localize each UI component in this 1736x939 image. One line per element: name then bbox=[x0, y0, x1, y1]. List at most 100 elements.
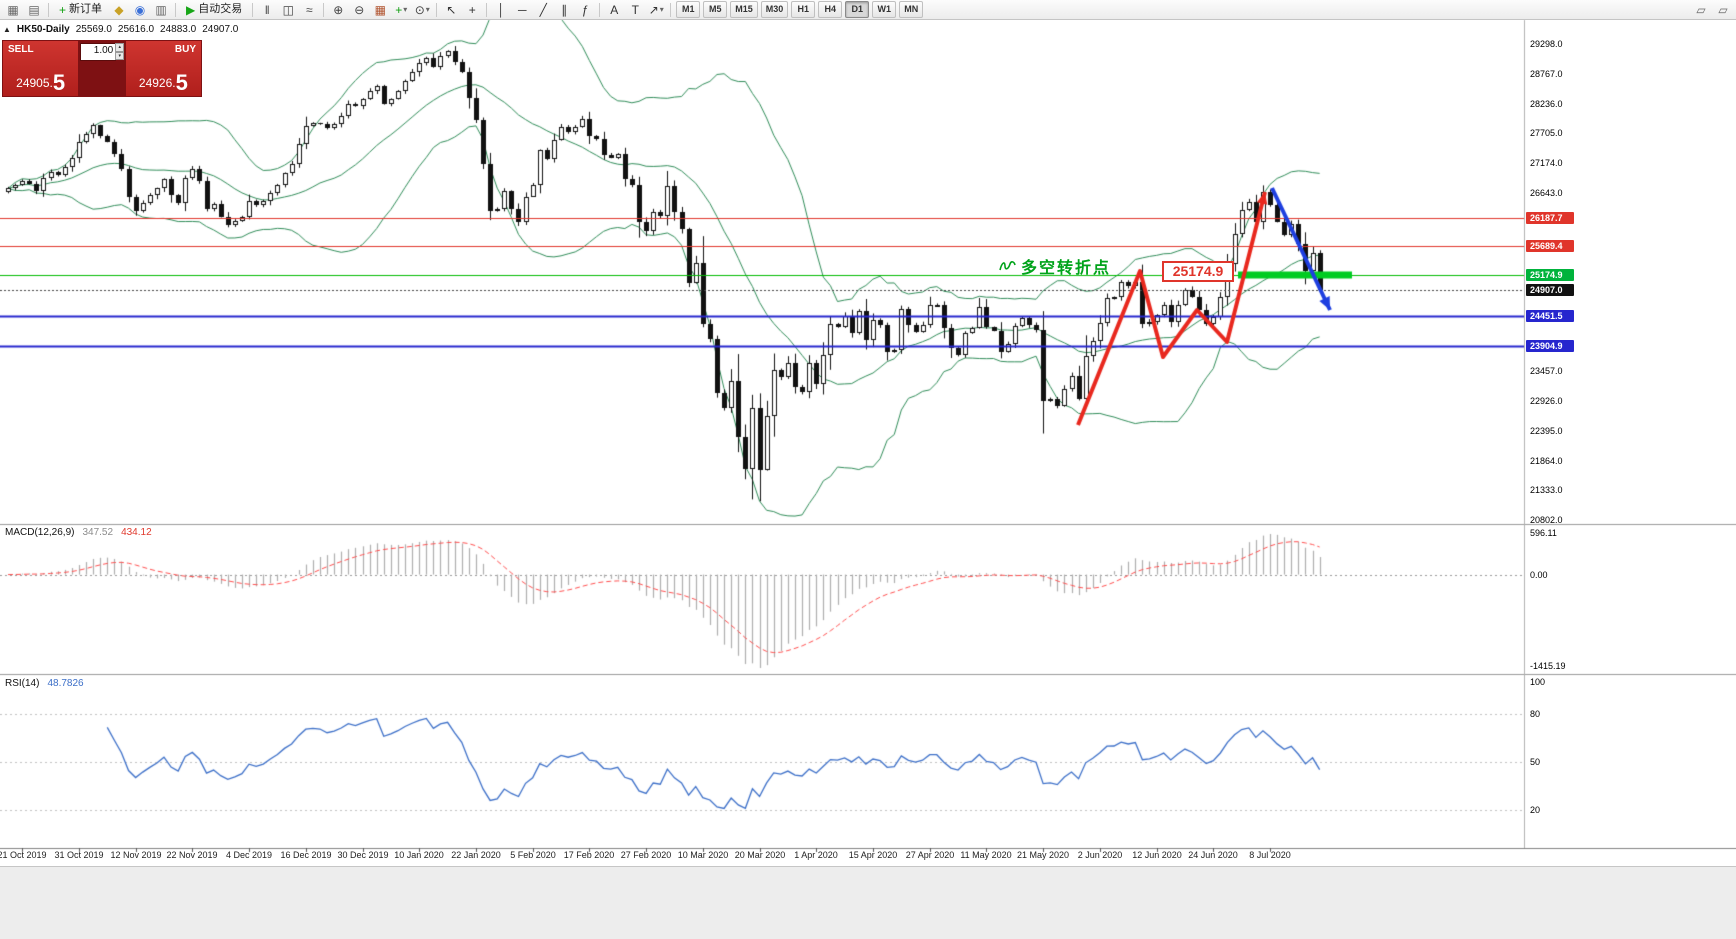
buy-button[interactable]: BUY 24926. 5 bbox=[125, 41, 201, 96]
toolbar-separator bbox=[599, 2, 601, 17]
price-tag: 25689.4 bbox=[1526, 240, 1574, 252]
autotrading-button[interactable]: ▶ 自动交易 bbox=[180, 0, 248, 19]
price-scale-label: 21864.0 bbox=[1530, 456, 1563, 466]
fibonacci-icon[interactable]: ƒ bbox=[575, 0, 595, 19]
horizontal-line-icon[interactable]: ─ bbox=[512, 0, 532, 19]
price-scale-label: 23457.0 bbox=[1530, 366, 1563, 376]
arrows-icon[interactable]: ↗ ▾ bbox=[646, 0, 666, 19]
tf-d1-button[interactable]: D1 bbox=[845, 1, 870, 18]
price-label-annotation[interactable]: 25174.9 bbox=[1162, 261, 1234, 282]
new-chart-icon[interactable]: ▦ bbox=[3, 0, 23, 19]
tf-h4-button[interactable]: H4 bbox=[818, 1, 843, 18]
tf-m1-button[interactable]: M1 bbox=[676, 1, 701, 18]
ohlc-high: 25616.0 bbox=[117, 24, 155, 35]
tf-m5-button[interactable]: M5 bbox=[703, 1, 728, 18]
time-axis-label: 31 Oct 2019 bbox=[54, 850, 104, 860]
tf-m30-button[interactable]: M30 bbox=[760, 1, 789, 18]
chart-ohlc-readout: ▲ HK50-Daily 25569.0 25616.0 24883.0 249… bbox=[3, 24, 238, 35]
one-click-trading-panel: SELL 24905. 5 1.00 ▴ ▾ BUY 24926. 5 bbox=[2, 40, 202, 97]
cursor-icon: ↖ bbox=[446, 2, 457, 17]
market-watch-icon[interactable]: ◉ bbox=[130, 0, 150, 19]
text-icon[interactable]: A bbox=[604, 0, 624, 19]
periods-icon: ⊙ bbox=[414, 2, 425, 17]
arrows-icon: ↗ bbox=[648, 2, 659, 17]
indicators-icon[interactable]: + ▾ bbox=[391, 0, 411, 19]
time-scale[interactable]: 21 Oct 2019 31 Oct 2019 12 Nov 2019 22 Nov … bbox=[0, 849, 1524, 863]
toolbar-separator bbox=[175, 2, 177, 17]
time-axis-label: 27 Feb 2020 bbox=[620, 850, 672, 860]
zoom-out-icon[interactable]: ⊖ bbox=[349, 0, 369, 19]
line-chart-icon[interactable]: ≈ bbox=[299, 0, 319, 19]
auto-scroll-icon[interactable]: ▱ bbox=[1691, 0, 1711, 19]
text-label-icon[interactable]: T bbox=[625, 0, 645, 19]
macd-scale-label: 596.11 bbox=[1530, 528, 1557, 538]
volume-down-icon[interactable]: ▾ bbox=[115, 51, 125, 60]
expert-advisors-icon[interactable]: ◆ bbox=[109, 0, 129, 19]
profiles-icon[interactable]: ▤ bbox=[24, 0, 44, 19]
macd-indicator-label: MACD(12,26,9) 347.52 434.12 bbox=[5, 527, 152, 538]
macd-signal-value: 434.12 bbox=[121, 527, 152, 538]
chart-shift-icon: ▱ bbox=[1718, 2, 1728, 17]
zoom-out-icon: ⊖ bbox=[354, 2, 365, 17]
symbol-period-label: HK50-Daily bbox=[16, 24, 70, 35]
toolbar-separator bbox=[323, 2, 325, 17]
time-axis-label: 22 Jan 2020 bbox=[451, 850, 501, 860]
panel-collapse-icon[interactable]: ▲ bbox=[3, 25, 11, 34]
price-scale-label: 28236.0 bbox=[1530, 99, 1563, 109]
new-order-button[interactable]: + 新订单 bbox=[53, 0, 108, 19]
price-tag: 25174.9 bbox=[1526, 269, 1574, 281]
bar-chart-icon[interactable]: ‖ bbox=[257, 0, 277, 19]
time-axis-label: 21 May 2020 bbox=[1016, 850, 1070, 860]
text-icon: A bbox=[610, 2, 619, 17]
time-axis-label: 21 Oct 2019 bbox=[0, 850, 47, 860]
text-label-icon: T bbox=[631, 2, 639, 17]
time-axis-label: 27 Apr 2020 bbox=[905, 850, 955, 860]
volume-input[interactable]: 1.00 bbox=[80, 43, 117, 61]
tf-w1-button[interactable]: W1 bbox=[872, 1, 897, 18]
tf-m15-button[interactable]: M15 bbox=[730, 1, 758, 18]
pivot-annotation[interactable]: 多空转折点 bbox=[998, 254, 1111, 278]
volume-up-icon[interactable]: ▴ bbox=[115, 43, 125, 52]
scribble-icon bbox=[999, 261, 1016, 271]
main-toolbar: ▦ ▤ + 新订单 ◆ ◉ ▥ ▶ 自动交易 ‖ ◫ ≈ ⊕ ⊖ ▦ + ▾ ⊙ ▾ ↖ + │ ─ ╱ ∥ ƒ A T ↗ ▾ M1 M5 M… bbox=[0, 0, 1736, 20]
market-watch-icon: ◉ bbox=[134, 2, 146, 17]
price-scale-label: 28767.0 bbox=[1530, 69, 1563, 79]
data-window-icon[interactable]: ▥ bbox=[151, 0, 171, 19]
tf-h1-button[interactable]: H1 bbox=[791, 1, 816, 18]
cursor-icon[interactable]: ↖ bbox=[441, 0, 461, 19]
tile-windows-icon: ▦ bbox=[374, 2, 386, 17]
rsi-scale-label: 100 bbox=[1530, 677, 1546, 687]
rsi-scale-label: 20 bbox=[1530, 805, 1541, 815]
macd-scale-label: -1415.19 bbox=[1530, 661, 1566, 671]
autotrading-glyph: ▶ bbox=[186, 2, 196, 17]
equidistant-channel-icon[interactable]: ∥ bbox=[554, 0, 574, 19]
time-axis-label: 10 Mar 2020 bbox=[677, 850, 729, 860]
time-axis-label: 17 Feb 2020 bbox=[563, 850, 615, 860]
sell-button[interactable]: SELL 24905. 5 bbox=[3, 41, 79, 96]
status-area bbox=[0, 866, 1736, 939]
rsi-scale-label: 80 bbox=[1530, 709, 1541, 719]
time-axis-label: 24 Jun 2020 bbox=[1188, 850, 1238, 860]
price-tag: 24907.0 bbox=[1526, 284, 1574, 296]
chart-shift-icon[interactable]: ▱ bbox=[1713, 0, 1733, 19]
tile-windows-icon[interactable]: ▦ bbox=[370, 0, 390, 19]
time-axis-label: 4 Dec 2019 bbox=[225, 850, 273, 860]
bar-chart-icon: ‖ bbox=[264, 2, 270, 17]
zoom-in-icon[interactable]: ⊕ bbox=[328, 0, 348, 19]
vertical-line-icon[interactable]: │ bbox=[491, 0, 511, 19]
price-tag: 24451.5 bbox=[1526, 310, 1574, 322]
new-chart-icon: ▦ bbox=[7, 2, 19, 17]
buy-label: BUY bbox=[174, 44, 196, 55]
crosshair-icon: + bbox=[468, 2, 476, 17]
data-window-icon: ▥ bbox=[155, 2, 167, 17]
periods-icon[interactable]: ⊙ ▾ bbox=[412, 0, 432, 19]
candlestick-chart-icon[interactable]: ◫ bbox=[278, 0, 298, 19]
rsi-value: 48.7826 bbox=[47, 678, 84, 689]
time-axis-label: 12 Jun 2020 bbox=[1132, 850, 1182, 860]
tf-mn-button[interactable]: MN bbox=[899, 1, 924, 18]
time-axis-label: 8 Jul 2020 bbox=[1249, 850, 1291, 860]
trendline-icon[interactable]: ╱ bbox=[533, 0, 553, 19]
crosshair-icon[interactable]: + bbox=[462, 0, 482, 19]
autotrading-button-label: 自动交易 bbox=[198, 3, 243, 15]
